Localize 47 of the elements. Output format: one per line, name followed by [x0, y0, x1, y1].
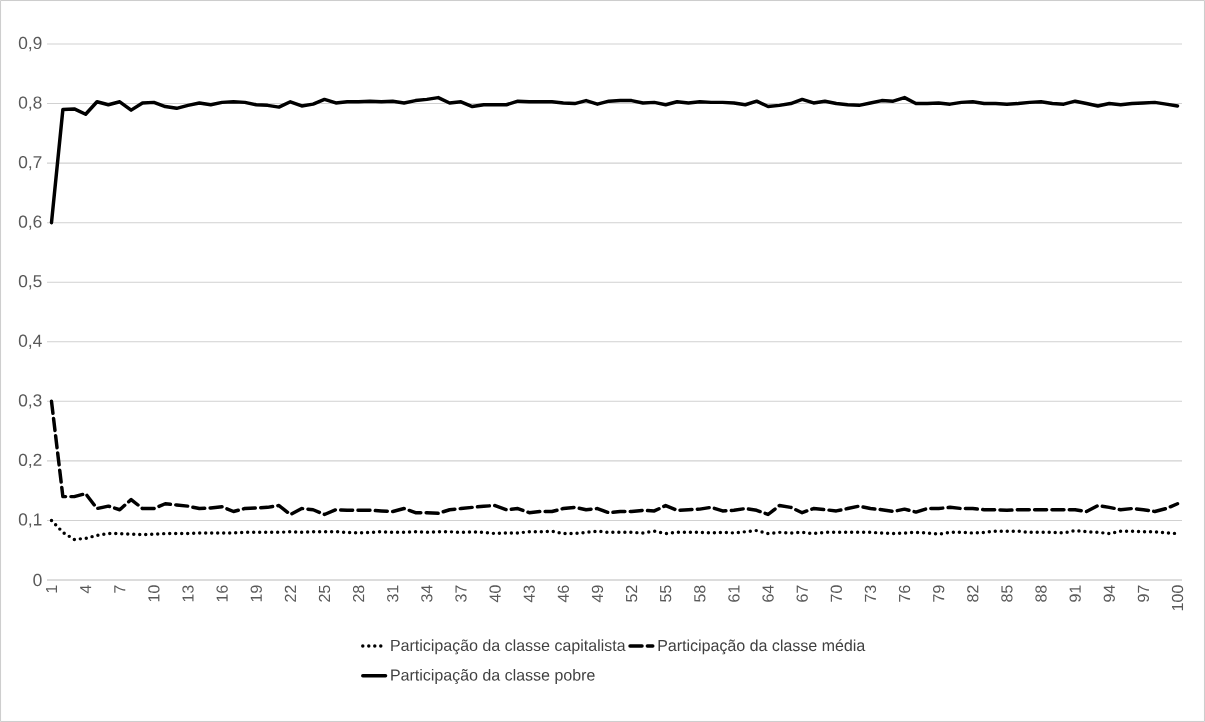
x-tick-label: 19 — [250, 585, 262, 602]
x-tick-label: 70 — [830, 585, 842, 602]
x-tick-label: 25 — [318, 585, 331, 602]
x-tick-label: 43 — [523, 585, 535, 603]
x-tick-label: 79 — [933, 585, 945, 602]
x-tick-label: 7 — [114, 585, 126, 593]
y-tick-label: 0,1 — [18, 513, 42, 528]
x-tick-label: 46 — [557, 585, 569, 603]
x-tick-label: 4 — [80, 585, 92, 594]
legend-label: Participação da classe capitalista — [391, 639, 626, 655]
x-tick-label: 13 — [182, 585, 194, 602]
y-tick-label: 0,2 — [18, 453, 42, 469]
x-tick-label: 67 — [796, 585, 808, 602]
x-tick-label: 88 — [1035, 585, 1047, 602]
y-tick-label: 0,9 — [18, 36, 42, 52]
x-tick-label: 58 — [694, 585, 706, 602]
x-tick-label: 28 — [352, 585, 365, 602]
x-tick-label: 64 — [762, 585, 774, 602]
x-tick-label: 16 — [216, 585, 228, 602]
x-tick-label: 94 — [1103, 585, 1115, 602]
x-tick-label: 52 — [625, 585, 638, 602]
legend-label: Participação da classe média — [658, 639, 866, 655]
x-tick-label: 61 — [728, 585, 740, 602]
x-tick-label: 22 — [284, 585, 296, 602]
x-tick-label: 31 — [387, 585, 399, 602]
y-tick-label: 0,3 — [18, 394, 42, 409]
x-tick-label: 1 — [46, 585, 58, 593]
x-tick-label: 55 — [660, 585, 672, 602]
x-tick-label: 97 — [1137, 585, 1150, 602]
x-tick-label: 82 — [967, 585, 979, 602]
x-tick-label: 91 — [1069, 585, 1081, 602]
x-tick-label: 100 — [1171, 585, 1184, 611]
y-tick-label: 0,4 — [18, 334, 42, 349]
x-tick-label: 76 — [898, 585, 911, 602]
y-tick-label: 0,6 — [18, 215, 42, 230]
y-tick-label: 0 — [33, 573, 42, 587]
x-tick-label: 73 — [864, 585, 877, 602]
y-tick-label: 0,5 — [18, 275, 42, 290]
legend-label: Participação da classe pobre — [391, 668, 595, 684]
x-tick-label: 49 — [591, 585, 604, 603]
y-tick-label: 0,7 — [18, 155, 42, 171]
x-tick-label: 10 — [148, 585, 160, 602]
x-tick-label: 40 — [489, 585, 501, 603]
y-tick-label: 0,8 — [18, 96, 42, 111]
x-tick-label: 34 — [421, 585, 433, 602]
x-tick-label: 85 — [1001, 585, 1013, 602]
x-tick-label: 37 — [455, 585, 467, 602]
